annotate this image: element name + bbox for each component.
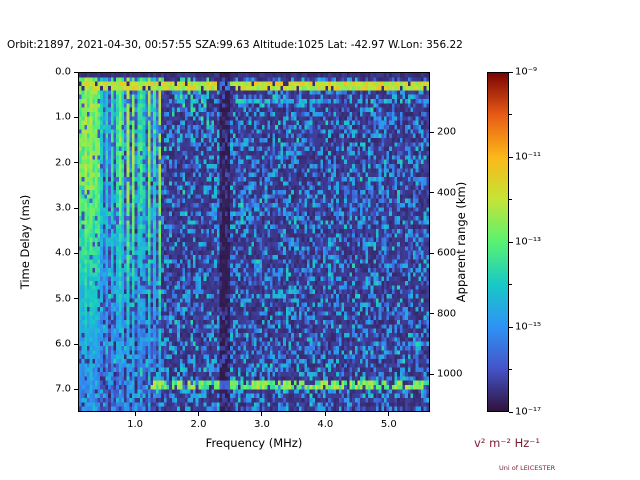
y-tick-label: 0.0 xyxy=(55,66,71,78)
colorbar-tick-label: 10⁻¹⁷ xyxy=(515,406,542,418)
x-tick-label: 4.0 xyxy=(317,419,334,430)
y2-axis-label: Apparent range (km) xyxy=(454,181,468,303)
x-tick-label: 3.0 xyxy=(253,419,270,430)
colorbar-tick-label: 10⁻¹¹ xyxy=(515,151,542,163)
y-tick-mark xyxy=(74,207,78,209)
y-tick-label: 4.0 xyxy=(55,247,71,259)
x-tick-mark xyxy=(134,412,136,416)
y2-tick-label: 800 xyxy=(437,308,457,320)
colorbar-minor-tick-mark xyxy=(509,199,512,200)
x-tick-mark xyxy=(388,412,390,416)
x-tick-mark xyxy=(324,412,326,416)
y-tick-label: 1.0 xyxy=(55,111,71,123)
colorbar-tick-mark xyxy=(509,241,513,243)
y2-tick-label: 600 xyxy=(437,247,457,259)
x-tick-label: 5.0 xyxy=(380,419,397,430)
y-tick-label: 2.0 xyxy=(55,157,71,169)
colorbar-tick-mark xyxy=(509,71,513,73)
y-tick-mark xyxy=(74,343,78,345)
credit-text: Uni of LEICESTER xyxy=(499,464,556,472)
colorbar-units-label: v² m⁻² Hz⁻¹ xyxy=(474,436,540,450)
y-tick-mark xyxy=(74,116,78,118)
heatmap-plot-area xyxy=(78,72,430,412)
colorbar-tick-mark xyxy=(509,411,513,413)
x-tick-mark xyxy=(261,412,263,416)
x-tick-label: 1.0 xyxy=(127,419,144,430)
y2-tick-label: 200 xyxy=(437,126,457,138)
colorbar-tick-label: 10⁻⁹ xyxy=(515,66,538,78)
x-tick-label: 2.0 xyxy=(190,419,207,430)
colorbar-tick-label: 10⁻¹³ xyxy=(515,236,542,248)
y-tick-mark xyxy=(74,71,78,73)
y-tick-mark xyxy=(74,298,78,300)
y-tick-label: 5.0 xyxy=(55,293,71,305)
y-tick-mark xyxy=(74,252,78,254)
colorbar xyxy=(487,72,509,412)
y-tick-label: 3.0 xyxy=(55,202,71,214)
colorbar-tick-mark xyxy=(509,156,513,158)
colorbar-minor-tick-mark xyxy=(509,369,512,370)
spectrogram-heatmap xyxy=(79,73,429,411)
y-axis-label: Time Delay (ms) xyxy=(18,194,32,290)
y2-tick-mark xyxy=(430,131,434,133)
y2-tick-mark xyxy=(430,252,434,254)
y-tick-mark xyxy=(74,162,78,164)
x-axis-label: Frequency (MHz) xyxy=(205,436,303,450)
colorbar-minor-tick-mark xyxy=(509,114,512,115)
y-tick-mark xyxy=(74,388,78,390)
colorbar-tick-label: 10⁻¹⁵ xyxy=(515,321,542,333)
y-tick-label: 6.0 xyxy=(55,338,71,350)
plot-title: Orbit:21897, 2021-04-30, 00:57:55 SZA:99… xyxy=(7,39,463,51)
colorbar-tick-mark xyxy=(509,326,513,328)
y2-tick-label: 400 xyxy=(437,187,457,199)
y2-tick-mark xyxy=(430,373,434,375)
y-tick-label: 7.0 xyxy=(55,383,71,395)
colorbar-minor-tick-mark xyxy=(509,284,512,285)
y2-tick-label: 1000 xyxy=(437,368,463,380)
x-tick-mark xyxy=(198,412,199,416)
y2-tick-mark xyxy=(430,313,434,315)
y2-tick-mark xyxy=(430,192,434,194)
